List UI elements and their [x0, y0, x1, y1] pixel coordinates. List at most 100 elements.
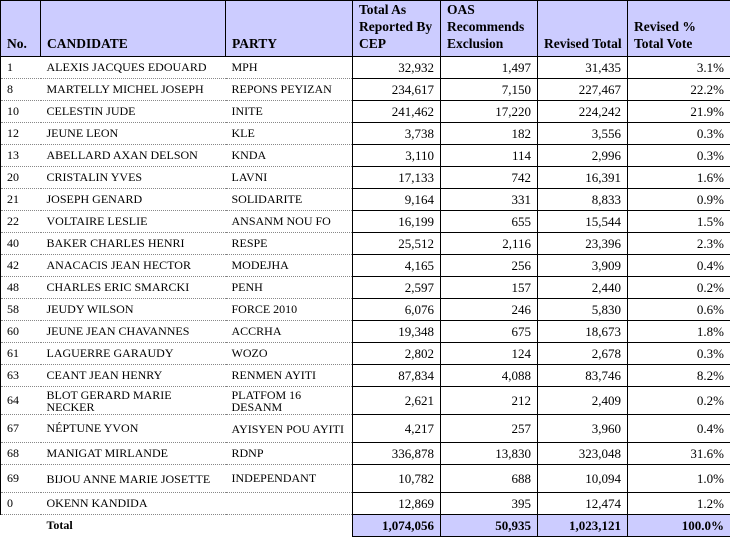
- row-party: KNDA: [225, 144, 353, 167]
- row-revised-pct: 1.5%: [627, 210, 730, 233]
- row-oas-exclusion: 246: [440, 298, 538, 321]
- row-revised-pct: 22.2%: [627, 78, 730, 101]
- row-candidate: BAKER CHARLES HENRI: [40, 232, 226, 255]
- row-party: [225, 492, 353, 515]
- table-row: 61 LAGUERRE GARAUDY WOZO 2,802 124 2,678 0.3%: [0, 342, 730, 365]
- row-no: 42: [0, 254, 41, 277]
- row-no: 61: [0, 342, 41, 365]
- row-oas-exclusion: 688: [440, 464, 538, 493]
- row-oas-exclusion: 1,497: [440, 56, 538, 79]
- row-total-cep: 234,617: [352, 78, 441, 101]
- row-revised-total: 8,833: [537, 188, 628, 211]
- row-no: 40: [0, 232, 41, 255]
- row-total-cep: 19,348: [352, 320, 441, 343]
- table-row: 10 CELESTIN JUDE INITE 241,462 17,220 224,242…: [0, 100, 730, 123]
- row-revised-total: 224,242: [537, 100, 628, 123]
- row-no: 8: [0, 78, 41, 101]
- row-oas-exclusion: 4,088: [440, 364, 538, 387]
- row-revised-pct: 0.2%: [627, 386, 730, 415]
- row-revised-total: 2,996: [537, 144, 628, 167]
- row-party: ACCRHA: [225, 320, 353, 343]
- row-oas-exclusion: 13,830: [440, 442, 538, 465]
- row-no: 67: [0, 414, 41, 443]
- header-revised-pct: Revised % Total Vote: [627, 0, 730, 57]
- table-row: 13 ABELLARD AXAN DELSON KNDA 3,110 114 2,996 0…: [0, 144, 730, 167]
- row-oas-exclusion: 212: [440, 386, 538, 415]
- table-row: 69 BIJOU ANNE MARIE JOSETTE INDEPENDANT 10,…: [0, 464, 730, 493]
- table-row: 48 CHARLES ERIC SMARCKI PENH 2,597 157 2,440 0…: [0, 276, 730, 299]
- table-row: 0 OKENN KANDIDA 12,869 395 12,474 1.2%: [0, 492, 730, 515]
- row-party: RDNP: [225, 442, 353, 465]
- row-revised-total: 31,435: [537, 56, 628, 79]
- row-oas-exclusion: 124: [440, 342, 538, 365]
- row-oas-exclusion: 331: [440, 188, 538, 211]
- row-revised-pct: 0.2%: [627, 276, 730, 299]
- header-revised-total: Revised Total: [537, 0, 628, 57]
- total-revised: 1,023,121: [537, 514, 628, 537]
- row-candidate: BIJOU ANNE MARIE JOSETTE: [40, 464, 226, 493]
- row-no: 60: [0, 320, 41, 343]
- row-total-cep: 10,782: [352, 464, 441, 493]
- row-revised-total: 3,909: [537, 254, 628, 277]
- row-total-cep: 2,621: [352, 386, 441, 415]
- row-candidate: JEUNE JEAN CHAVANNES: [40, 320, 226, 343]
- row-revised-pct: 1.8%: [627, 320, 730, 343]
- row-revised-total: 2,409: [537, 386, 628, 415]
- row-total-cep: 336,878: [352, 442, 441, 465]
- row-no: 13: [0, 144, 41, 167]
- row-party: FORCE 2010: [225, 298, 353, 321]
- row-party: PLATFOM 16 DESANM: [225, 386, 353, 415]
- row-candidate: MANIGAT MIRLANDE: [40, 442, 226, 465]
- row-revised-total: 10,094: [537, 464, 628, 493]
- row-revised-total: 12,474: [537, 492, 628, 515]
- row-party: MODEJHA: [225, 254, 353, 277]
- table-row: 63 CEANT JEAN HENRY RENMEN AYITI 87,834 4,08…: [0, 364, 730, 387]
- row-party: KLE: [225, 122, 353, 145]
- row-no: 69: [0, 464, 41, 493]
- row-candidate: JOSEPH GENARD: [40, 188, 226, 211]
- row-revised-pct: 0.3%: [627, 122, 730, 145]
- table-row: 67 NÉPTUNE YVON AYISYEN POU AYITI 4,217 257 3…: [0, 414, 730, 443]
- row-total-cep: 3,110: [352, 144, 441, 167]
- row-revised-pct: 3.1%: [627, 56, 730, 79]
- row-no: 10: [0, 100, 41, 123]
- row-no: 48: [0, 276, 41, 299]
- row-total-cep: 6,076: [352, 298, 441, 321]
- row-no: 22: [0, 210, 41, 233]
- row-total-cep: 4,217: [352, 414, 441, 443]
- row-no: 21: [0, 188, 41, 211]
- row-party: RESPE: [225, 232, 353, 255]
- row-oas-exclusion: 182: [440, 122, 538, 145]
- row-party: RENMEN AYITI: [225, 364, 353, 387]
- row-revised-total: 5,830: [537, 298, 628, 321]
- row-candidate: OKENN KANDIDA: [40, 492, 226, 515]
- row-party: SOLIDARITE: [225, 188, 353, 211]
- table-row: 58 JEUDY WILSON FORCE 2010 6,076 246 5,830 0.6…: [0, 298, 730, 321]
- table-row: 22 VOLTAIRE LESLIE ANSANM NOU FO 16,199 655 1…: [0, 210, 730, 233]
- row-party: PENH: [225, 276, 353, 299]
- row-no: 63: [0, 364, 41, 387]
- row-candidate: ALEXIS JACQUES EDOUARD: [40, 56, 226, 79]
- row-no: 0: [0, 492, 41, 515]
- row-party: INDEPENDANT: [225, 464, 353, 493]
- table-row: 64 BLOT GERARD MARIE NECKER PLATFOM 16 DES…: [0, 386, 730, 415]
- header-row: No. CANDIDATE PARTY Total As Reported By…: [0, 0, 730, 57]
- row-total-cep: 87,834: [352, 364, 441, 387]
- row-no: 58: [0, 298, 41, 321]
- row-revised-pct: 0.4%: [627, 414, 730, 443]
- row-total-cep: 25,512: [352, 232, 441, 255]
- row-party: INITE: [225, 100, 353, 123]
- row-no: 20: [0, 166, 41, 189]
- row-oas-exclusion: 395: [440, 492, 538, 515]
- header-party: PARTY: [225, 0, 353, 57]
- table-row: 60 JEUNE JEAN CHAVANNES ACCRHA 19,348 675 18,…: [0, 320, 730, 343]
- row-no: 64: [0, 386, 41, 415]
- table-row: 20 CRISTALIN YVES LAVNI 17,133 742 16,391 1.6%: [0, 166, 730, 189]
- row-candidate: VOLTAIRE LESLIE: [40, 210, 226, 233]
- row-revised-total: 83,746: [537, 364, 628, 387]
- row-revised-total: 227,467: [537, 78, 628, 101]
- row-revised-pct: 31.6%: [627, 442, 730, 465]
- row-total-cep: 17,133: [352, 166, 441, 189]
- header-total-cep: Total As Reported By CEP: [352, 0, 441, 57]
